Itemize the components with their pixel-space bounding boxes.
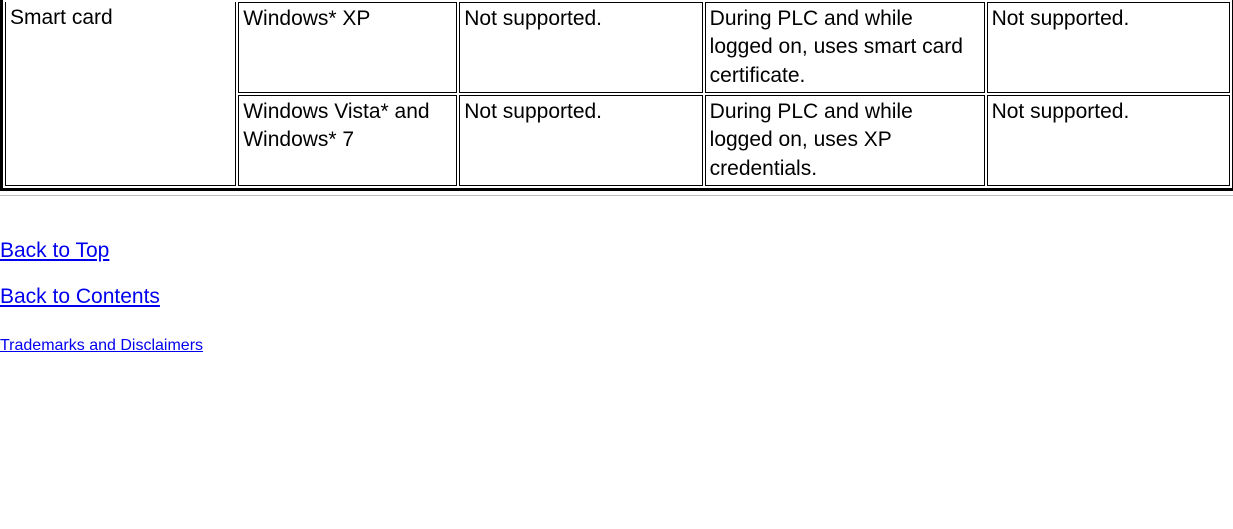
section-divider [0, 195, 1233, 199]
footer-links: Back to Top Back to Contents Trademarks … [0, 217, 1233, 356]
support-table: Smart card Windows* XP Not supported. Du… [3, 0, 1232, 188]
cell-col3: Not supported. [987, 2, 1230, 93]
table-row: Smart card Windows* XP Not supported. Du… [5, 2, 1230, 93]
cell-os: Windows* XP [238, 2, 457, 93]
cell-col1: Not supported. [459, 95, 702, 186]
cell-col3: Not supported. [987, 95, 1230, 186]
cell-feature: Smart card [5, 2, 236, 186]
trademarks-link[interactable]: Trademarks and Disclaimers [0, 337, 203, 355]
back-to-contents-link[interactable]: Back to Contents [0, 285, 160, 309]
cell-col2: During PLC and while logged on, uses sma… [705, 2, 985, 93]
cell-col1: Not supported. [459, 2, 702, 93]
back-to-top-link[interactable]: Back to Top [0, 239, 109, 263]
support-table-wrapper: Smart card Windows* XP Not supported. Du… [0, 0, 1233, 191]
cell-col2: During PLC and while logged on, uses XP … [705, 95, 985, 186]
cell-os: Windows Vista* and Windows* 7 [238, 95, 457, 186]
